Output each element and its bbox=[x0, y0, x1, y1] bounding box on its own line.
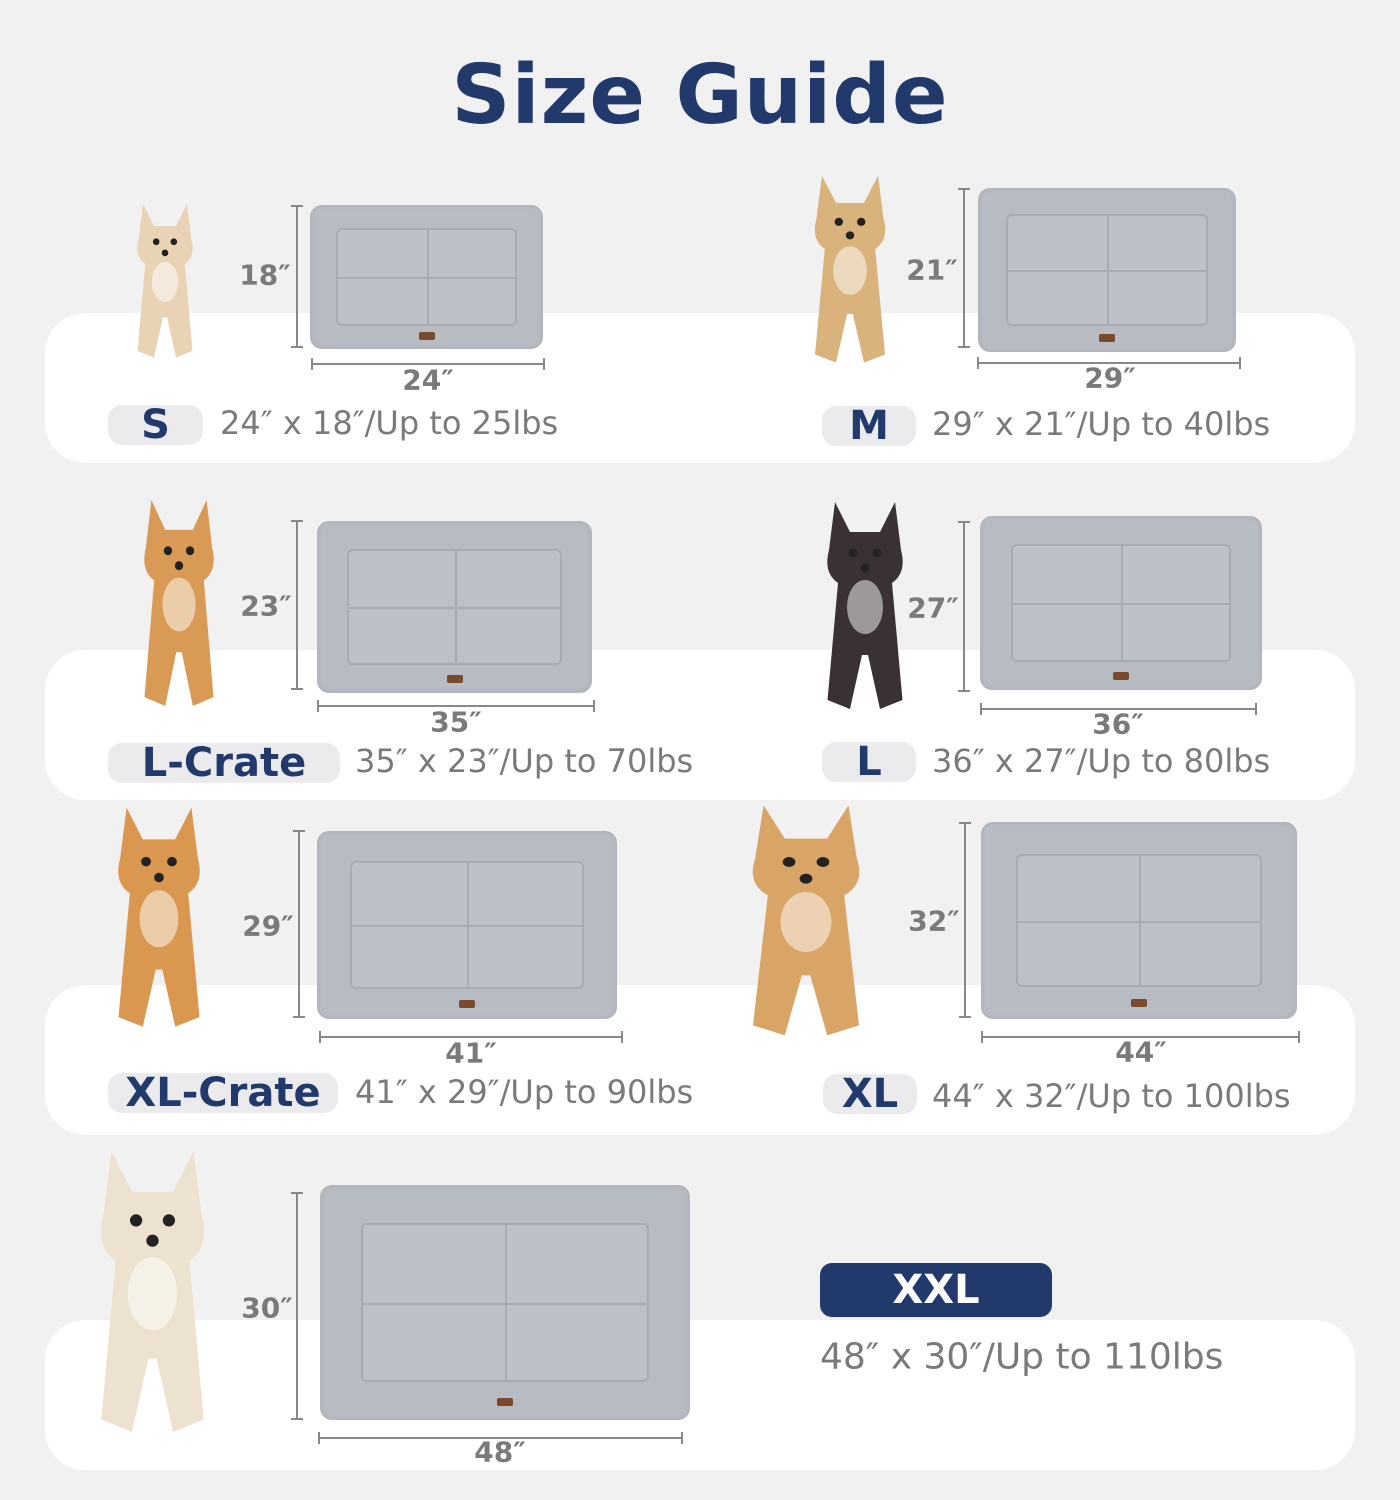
height-dimension-line bbox=[293, 830, 305, 1018]
brand-tag bbox=[1131, 999, 1147, 1008]
height-dimension-line bbox=[291, 1192, 303, 1420]
mat-quilting bbox=[350, 861, 584, 989]
height-dimension-line bbox=[291, 520, 303, 690]
width-dimension-line bbox=[311, 358, 545, 370]
crate-mat bbox=[978, 188, 1236, 352]
mat-quilting bbox=[335, 228, 518, 326]
width-label: 29″ bbox=[1084, 361, 1136, 395]
height-label: 21″ bbox=[906, 253, 958, 287]
brand-tag bbox=[446, 674, 463, 683]
crate-mat bbox=[317, 521, 592, 693]
width-label: 41″ bbox=[445, 1036, 497, 1070]
crate-mat bbox=[317, 831, 617, 1019]
dog-photo bbox=[50, 1135, 255, 1440]
brand-tag bbox=[418, 332, 435, 341]
crate-mat bbox=[310, 205, 543, 349]
size-badge: XL bbox=[823, 1071, 917, 1117]
height-label: 27″ bbox=[907, 591, 959, 625]
mat-quilting bbox=[347, 548, 562, 666]
height-dimension-line bbox=[958, 521, 970, 692]
size-description: 35″ x 23″/Up to 70lbs bbox=[355, 742, 694, 780]
size-description: 48″ x 30″/Up to 110lbs bbox=[820, 1336, 1224, 1378]
crate-mat bbox=[320, 1185, 690, 1420]
height-label: 30″ bbox=[241, 1291, 293, 1325]
height-dimension-line bbox=[959, 822, 971, 1018]
size-description: 36″ x 27″/Up to 80lbs bbox=[932, 742, 1271, 780]
width-dimension-line bbox=[977, 357, 1241, 369]
size-description: 24″ x 18″/Up to 25lbs bbox=[220, 404, 559, 442]
crate-mat bbox=[981, 822, 1297, 1019]
dog-photo bbox=[110, 488, 248, 712]
width-dimension-line bbox=[981, 1031, 1300, 1043]
dog-photo bbox=[110, 195, 220, 362]
size-badge: L-Crate bbox=[108, 740, 340, 786]
dog-photo bbox=[790, 490, 940, 715]
dog-photo bbox=[780, 165, 920, 368]
height-dimension-line bbox=[291, 205, 303, 348]
dog-photo bbox=[700, 792, 912, 1042]
brand-tag bbox=[1113, 671, 1129, 680]
size-description: 44″ x 32″/Up to 100lbs bbox=[932, 1077, 1291, 1115]
mat-quilting bbox=[1011, 543, 1231, 663]
height-label: 29″ bbox=[242, 909, 294, 943]
height-label: 32″ bbox=[908, 904, 960, 938]
mat-quilting bbox=[1006, 214, 1208, 326]
width-dimension-line bbox=[317, 700, 595, 712]
size-description: 41″ x 29″/Up to 90lbs bbox=[355, 1073, 694, 1111]
row-band bbox=[45, 1320, 1355, 1470]
mat-quilting bbox=[360, 1222, 650, 1383]
width-dimension-line bbox=[980, 703, 1257, 715]
mat-quilting bbox=[1015, 853, 1263, 988]
width-label: 44″ bbox=[1115, 1035, 1167, 1069]
size-description: 29″ x 21″/Up to 40lbs bbox=[932, 405, 1271, 443]
brand-tag bbox=[497, 1397, 513, 1406]
brand-tag bbox=[459, 999, 475, 1008]
width-label: 48″ bbox=[474, 1435, 526, 1469]
height-label: 18″ bbox=[239, 258, 291, 292]
size-badge: XXL bbox=[820, 1263, 1052, 1317]
height-label: 23″ bbox=[240, 589, 292, 623]
size-badge: XL-Crate bbox=[108, 1070, 338, 1116]
dog-photo bbox=[78, 795, 240, 1033]
width-label: 35″ bbox=[430, 705, 482, 739]
size-badge: L bbox=[822, 739, 916, 785]
width-label: 24″ bbox=[402, 363, 454, 397]
crate-mat bbox=[980, 516, 1262, 690]
brand-tag bbox=[1099, 334, 1115, 343]
page-title: Size Guide bbox=[451, 48, 949, 143]
size-badge: M bbox=[822, 403, 916, 449]
size-badge: S bbox=[108, 402, 203, 448]
height-dimension-line bbox=[958, 188, 970, 348]
width-label: 36″ bbox=[1092, 707, 1144, 741]
width-dimension-line bbox=[319, 1031, 623, 1043]
width-dimension-line bbox=[318, 1432, 683, 1444]
